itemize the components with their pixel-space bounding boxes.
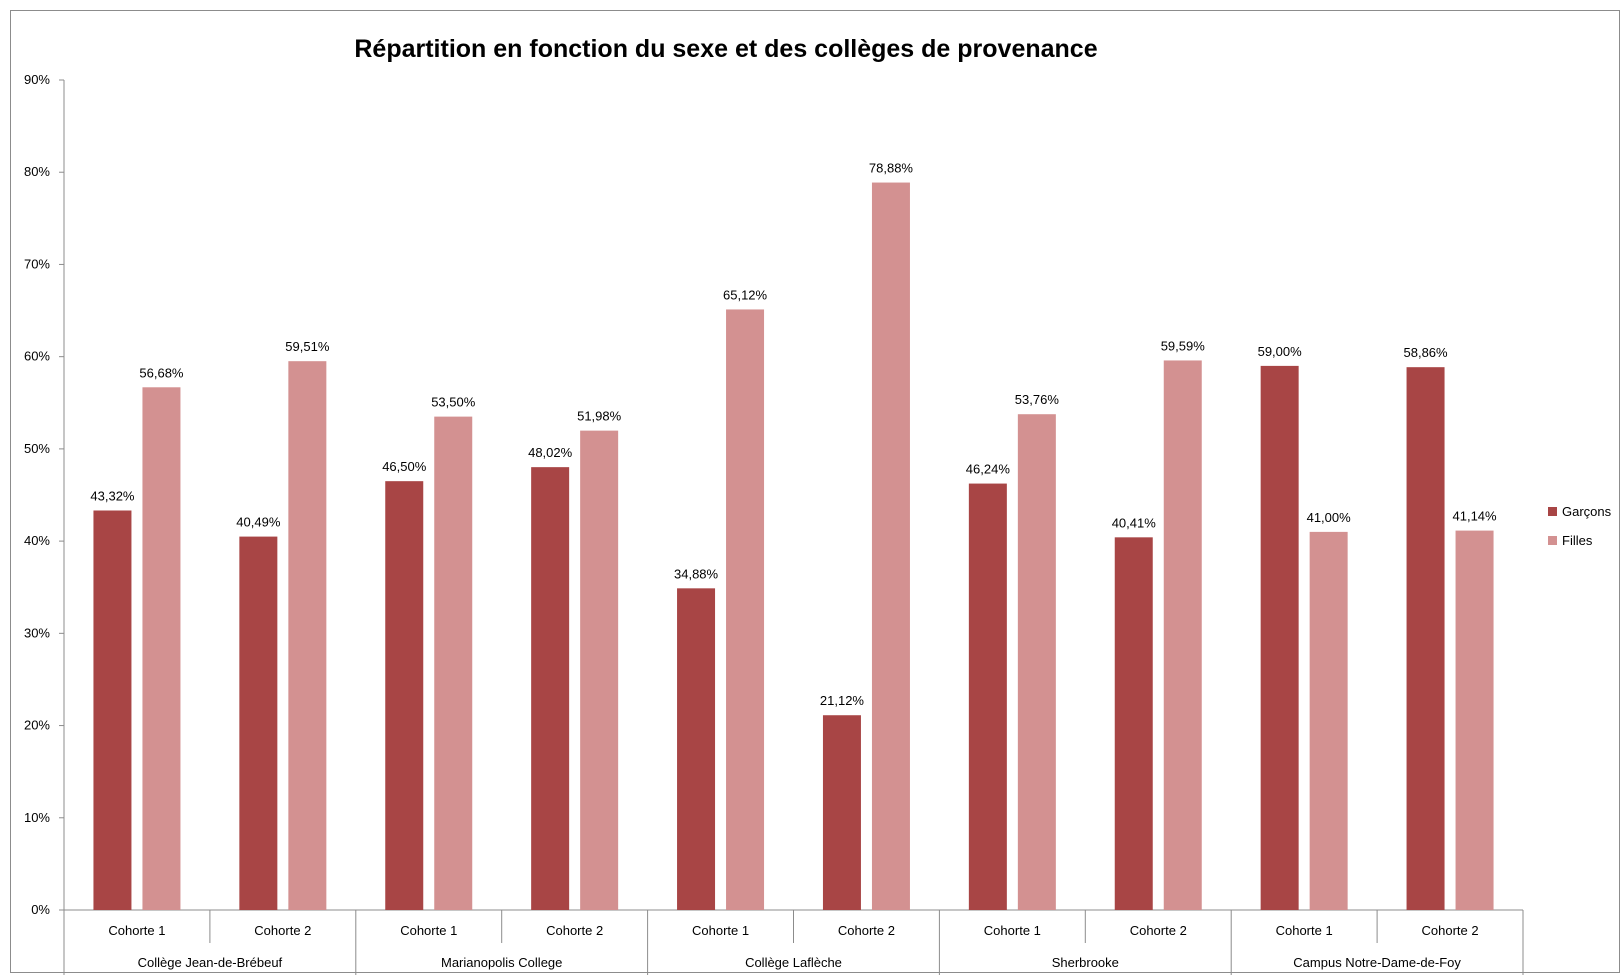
- data-label-filles: 59,51%: [285, 339, 330, 354]
- data-label-garcons: 59,00%: [1258, 344, 1303, 359]
- legend-swatch-filles: [1548, 536, 1557, 545]
- category-label: Cohorte 1: [400, 923, 457, 938]
- bar-filles: [580, 430, 619, 910]
- data-label-garcons: 58,86%: [1404, 345, 1449, 360]
- group-label: Sherbrooke: [1052, 955, 1119, 970]
- category-label: Cohorte 1: [1276, 923, 1333, 938]
- legend-swatch-garcons: [1548, 507, 1557, 516]
- data-label-garcons: 40,49%: [236, 515, 281, 530]
- group-label: Collège Laflèche: [745, 955, 842, 970]
- data-label-filles: 65,12%: [723, 287, 768, 302]
- bar-filles: [434, 416, 473, 910]
- legend: Garçons Filles: [1548, 497, 1611, 555]
- category-label: Cohorte 2: [838, 923, 895, 938]
- category-label: Cohorte 1: [692, 923, 749, 938]
- legend-item-garcons: Garçons: [1548, 497, 1611, 526]
- data-label-filles: 56,68%: [139, 365, 184, 380]
- y-tick-label: 60%: [24, 349, 50, 364]
- legend-item-filles: Filles: [1548, 526, 1611, 555]
- bar-filles: [1163, 360, 1202, 911]
- bar-filles: [1455, 530, 1494, 910]
- category-label: Cohorte 2: [1130, 923, 1187, 938]
- data-label-garcons: 43,32%: [90, 488, 135, 503]
- bar-garcons: [1406, 367, 1445, 910]
- chart-title: Répartition en fonction du sexe et des c…: [354, 35, 1098, 63]
- data-label-garcons: 21,12%: [820, 693, 865, 708]
- bar-garcons: [239, 536, 278, 910]
- category-label: Cohorte 2: [1422, 923, 1479, 938]
- bar-filles: [288, 361, 327, 910]
- group-label: Marianopolis College: [441, 955, 562, 970]
- y-tick-label: 20%: [24, 718, 50, 733]
- bar-garcons: [1114, 537, 1153, 910]
- y-tick-label: 40%: [24, 533, 50, 548]
- group-label: Campus Notre-Dame-de-Foy: [1293, 955, 1461, 970]
- category-label: Cohorte 1: [108, 923, 165, 938]
- data-label-filles: 53,50%: [431, 395, 476, 410]
- bar-filles: [871, 182, 910, 910]
- category-label: Cohorte 2: [254, 923, 311, 938]
- data-label-filles: 41,00%: [1307, 510, 1352, 525]
- y-tick-label: 50%: [24, 441, 50, 456]
- bar-filles: [1309, 531, 1348, 910]
- data-label-filles: 51,98%: [577, 409, 622, 424]
- data-label-filles: 53,76%: [1015, 392, 1060, 407]
- data-label-garcons: 34,88%: [674, 566, 719, 581]
- legend-label-filles: Filles: [1562, 533, 1593, 548]
- y-tick-label: 70%: [24, 256, 50, 271]
- data-label-filles: 59,59%: [1161, 338, 1206, 353]
- data-label-filles: 41,14%: [1453, 509, 1498, 524]
- bar-garcons: [822, 715, 861, 910]
- y-tick-label: 0%: [31, 902, 50, 917]
- bar-garcons: [385, 481, 424, 910]
- chart-frame: Répartition en fonction du sexe et des c…: [10, 10, 1620, 973]
- bar-garcons: [677, 588, 716, 910]
- bar-garcons: [968, 483, 1007, 910]
- data-label-garcons: 46,50%: [382, 459, 427, 474]
- group-label: Collège Jean-de-Brébeuf: [138, 955, 283, 970]
- y-tick-label: 90%: [24, 72, 50, 87]
- data-label-filles: 78,88%: [869, 161, 914, 176]
- bar-filles: [142, 387, 181, 911]
- legend-label-garcons: Garçons: [1562, 504, 1612, 519]
- bar-garcons: [1260, 365, 1299, 910]
- bar-filles: [726, 309, 765, 911]
- bar-garcons: [93, 510, 132, 910]
- data-label-garcons: 46,24%: [966, 462, 1011, 477]
- y-tick-label: 30%: [24, 625, 50, 640]
- y-tick-label: 80%: [24, 164, 50, 179]
- y-tick-label: 10%: [24, 810, 50, 825]
- category-label: Cohorte 2: [546, 923, 603, 938]
- bar-garcons: [531, 467, 570, 910]
- data-label-garcons: 48,02%: [528, 445, 573, 460]
- bar-filles: [1017, 414, 1056, 910]
- data-label-garcons: 40,41%: [1112, 515, 1157, 530]
- category-label: Cohorte 1: [984, 923, 1041, 938]
